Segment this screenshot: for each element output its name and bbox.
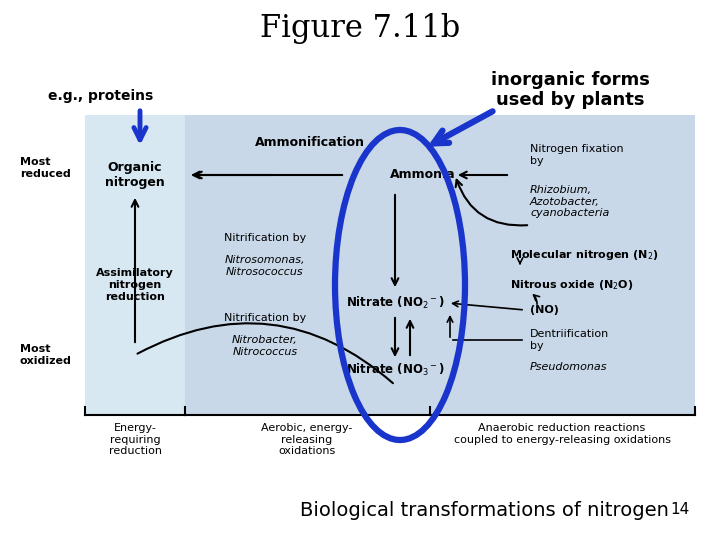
Text: (NO): (NO) [530, 305, 559, 315]
Text: e.g., proteins: e.g., proteins [48, 89, 153, 103]
Text: inorganic forms
used by plants: inorganic forms used by plants [490, 71, 649, 110]
Bar [85, 115, 185, 415]
Text: Nitrate (NO$_2$$^-$): Nitrate (NO$_2$$^-$) [346, 295, 444, 311]
Text: Anaerobic reduction reactions
coupled to energy-releasing oxidations: Anaerobic reduction reactions coupled to… [454, 423, 670, 444]
Text: Ammonification: Ammonification [255, 137, 365, 150]
Text: Pseudomonas: Pseudomonas [530, 362, 608, 372]
Text: Nitrosomonas,
Nitrosococcus: Nitrosomonas, Nitrosococcus [225, 255, 305, 276]
Text: Biological transformations of nitrogen: Biological transformations of nitrogen [300, 501, 669, 519]
Text: Nitrate (NO$_3$$^-$): Nitrate (NO$_3$$^-$) [346, 362, 444, 378]
Text: 14: 14 [670, 503, 690, 517]
Text: Nitrogen fixation
by: Nitrogen fixation by [530, 144, 624, 166]
Text: Nitrobacter,
Nitrococcus: Nitrobacter, Nitrococcus [232, 335, 298, 356]
Text: Assimilatory
nitrogen
reduction: Assimilatory nitrogen reduction [96, 268, 174, 302]
Text: Organic
nitrogen: Organic nitrogen [105, 161, 165, 189]
Text: Nitrification by: Nitrification by [224, 233, 306, 243]
Text: Ammonia: Ammonia [390, 168, 456, 181]
Text: Molecular nitrogen (N$_2$): Molecular nitrogen (N$_2$) [510, 248, 659, 262]
Text: Rhizobium,
Azotobacter,
cyanobacteria: Rhizobium, Azotobacter, cyanobacteria [530, 185, 609, 218]
Bar [185, 115, 695, 415]
Text: Nitrification by: Nitrification by [224, 313, 306, 323]
Text: Figure 7.11b: Figure 7.11b [260, 12, 460, 44]
Text: Nitrous oxide (N$_2$O): Nitrous oxide (N$_2$O) [510, 278, 634, 292]
Text: Energy-
requiring
reduction: Energy- requiring reduction [109, 423, 161, 456]
Text: Dentriification
by: Dentriification by [530, 329, 609, 351]
Text: Most
reduced: Most reduced [20, 157, 71, 179]
Text: Most
oxidized: Most oxidized [20, 344, 72, 366]
Text: Aerobic, energy-
releasing
oxidations: Aerobic, energy- releasing oxidations [261, 423, 353, 456]
